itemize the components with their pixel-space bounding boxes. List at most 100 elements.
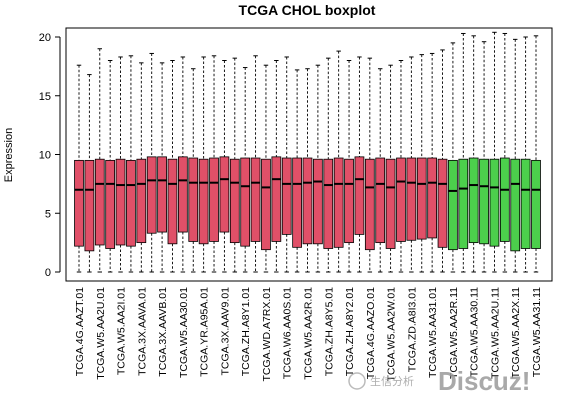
box-body — [281, 157, 292, 235]
box — [385, 64, 396, 273]
box — [84, 74, 95, 273]
box — [250, 55, 261, 273]
box — [94, 48, 105, 273]
box — [531, 35, 541, 273]
y-tick-label: 15 — [39, 91, 51, 103]
box-body — [354, 156, 365, 235]
box — [520, 36, 531, 273]
box — [427, 52, 438, 273]
box-body — [416, 157, 427, 240]
box-body — [396, 157, 406, 242]
box — [396, 60, 406, 273]
box-body — [229, 158, 240, 244]
box — [188, 68, 199, 273]
box-body — [84, 159, 95, 252]
box-body — [468, 157, 479, 244]
box-body — [489, 158, 500, 247]
box-body — [375, 157, 386, 244]
chart-title: TCGA CHOL boxplot — [239, 2, 376, 18]
x-tick-label: TCGA.W5.AA2R.01 — [303, 287, 315, 380]
box — [177, 56, 188, 273]
x-tick-label: TCGA.3X.AAVA.01 — [136, 287, 148, 376]
box — [323, 57, 334, 273]
x-tick-label: TCGA.WD.A7RX.01 — [261, 287, 273, 382]
x-tick-label: TCGA.W5.AA30.11 — [469, 287, 481, 377]
box — [74, 64, 84, 273]
x-tick-label: TCGA.W6.AA0S.01 — [282, 287, 294, 379]
box — [333, 50, 344, 273]
watermark-logo-icon — [348, 372, 366, 390]
box-body — [364, 158, 375, 251]
box-body — [448, 159, 458, 251]
box — [126, 55, 136, 273]
box-body — [427, 157, 438, 239]
box-body — [146, 156, 157, 234]
box-body — [105, 159, 116, 249]
box — [302, 68, 313, 273]
y-tick-label: 10 — [39, 150, 51, 162]
box — [458, 32, 469, 273]
box — [105, 60, 116, 273]
box-body — [126, 159, 136, 247]
box — [344, 60, 354, 273]
box-body — [437, 158, 448, 248]
box — [146, 52, 157, 273]
box-body — [157, 156, 167, 233]
box-body — [271, 156, 282, 242]
watermark: 生信分析 Discuz! — [348, 366, 530, 396]
box-body — [136, 158, 147, 244]
box-body — [250, 157, 261, 242]
box-body — [333, 157, 344, 248]
x-tick-label: TCGA.ZH.A8Y5.01 — [323, 287, 335, 376]
box — [167, 60, 178, 273]
x-tick-label: TCGA.W5.AA2I.01 — [116, 287, 128, 375]
box — [136, 62, 147, 273]
box — [281, 56, 292, 273]
x-tick-label: TCGA.W5.AA2U.11 — [489, 287, 501, 379]
box-body — [313, 158, 323, 245]
box — [489, 31, 500, 273]
box-body — [167, 158, 178, 245]
box — [375, 68, 386, 273]
x-tick-label: TCGA.3X.AAV9.01 — [219, 287, 231, 376]
box-body — [510, 158, 521, 252]
x-tick-label: TCGA.4G.AAZO.01 — [365, 287, 377, 379]
box-body — [188, 157, 199, 242]
box — [499, 32, 510, 273]
box — [240, 67, 251, 273]
x-tick-label: TCGA.ZD.A8I3.01 — [406, 287, 418, 372]
box-body — [115, 158, 126, 246]
x-tick-label: TCGA.W5.AA31.11 — [531, 287, 543, 377]
box — [406, 56, 417, 273]
y-tick-label: 0 — [45, 267, 51, 279]
x-tick-label: TCGA.YR.A95A.01 — [199, 287, 211, 377]
box-body — [198, 158, 209, 245]
x-tick-label: TCGA.ZH.A8Y2.01 — [344, 287, 356, 376]
x-tick-label: TCGA.W5.AA2X.11 — [510, 287, 522, 379]
box — [261, 64, 271, 273]
box-body — [479, 158, 489, 245]
box — [229, 57, 240, 273]
box — [292, 69, 302, 273]
boxes — [74, 31, 541, 273]
box — [271, 60, 282, 273]
box-body — [177, 156, 188, 233]
x-tick-label: TCGA.4G.AAZT.01 — [74, 287, 86, 376]
box — [416, 54, 427, 273]
box-body — [292, 157, 302, 248]
box — [364, 57, 375, 273]
box-body — [323, 158, 334, 249]
box-body — [302, 157, 313, 245]
x-tick-label: TCGA.ZH.A8Y1.01 — [240, 287, 252, 376]
plot-frame — [65, 27, 553, 282]
box-body — [219, 156, 230, 233]
box — [219, 60, 230, 273]
x-tick-label: TCGA.W5.AA2U.01 — [95, 287, 107, 380]
box — [313, 64, 323, 273]
x-tick-label: TCGA.W5.AA2R.11 — [448, 287, 460, 379]
box-body — [240, 157, 251, 247]
box — [198, 56, 209, 273]
box-body — [209, 157, 219, 242]
box — [157, 62, 167, 273]
